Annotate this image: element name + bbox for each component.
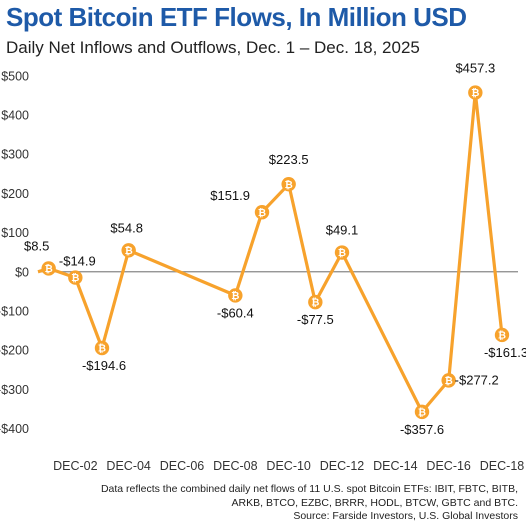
data-label: -$161.3: [484, 345, 526, 360]
bitcoin-icon: [308, 294, 323, 310]
x-tick-label: DEC-04: [106, 459, 151, 473]
source-note: Source: Farside Investors, U.S. Global I…: [293, 510, 518, 522]
bitcoin-symbol: ₿: [471, 87, 479, 99]
y-tick-label: -$400: [0, 422, 29, 436]
bitcoin-symbol: ₿: [231, 290, 239, 302]
data-point: ₿: [228, 288, 243, 303]
data-label: -$14.9: [59, 254, 96, 269]
bitcoin-icon: [494, 327, 510, 343]
y-tick-label: $200: [1, 187, 29, 201]
data-label: $223.5: [269, 152, 309, 167]
data-point: ₿: [334, 245, 350, 260]
y-tick-label: $300: [1, 148, 29, 162]
footnote: Data reflects the combined daily net flo…: [100, 483, 518, 509]
bitcoin-symbol: ₿: [338, 247, 346, 259]
data-label: -$77.5: [297, 312, 334, 327]
data-point: ₿: [121, 243, 136, 258]
data-label: $151.9: [210, 188, 250, 203]
chart-title: Spot Bitcoin ETF Flows, In Million USD: [6, 2, 467, 32]
x-tick-label: DEC-10: [266, 459, 311, 473]
bitcoin-icon: [254, 205, 270, 220]
x-tick-label: DEC-02: [53, 459, 98, 473]
bitcoin-icon: [121, 243, 136, 258]
bitcoin-symbol: ₿: [498, 330, 506, 342]
bitcoin-symbol: ₿: [418, 406, 426, 418]
y-tick-label: $100: [1, 226, 29, 240]
data-label: -$60.4: [217, 305, 254, 320]
x-tick-label: DEC-08: [213, 459, 258, 473]
data-label: $457.3: [455, 61, 495, 76]
data-point: ₿: [414, 404, 430, 420]
x-tick-label: DEC-18: [480, 459, 525, 473]
bitcoin-icon: [414, 404, 430, 420]
bitcoin-symbol: ₿: [125, 245, 133, 257]
bitcoin-symbol: ₿: [445, 375, 453, 387]
data-point: ₿: [68, 270, 83, 285]
data-point: ₿: [41, 261, 56, 276]
y-tick-label: $500: [1, 69, 29, 83]
bitcoin-icon: [441, 373, 456, 388]
x-tick-label: DEC-14: [373, 459, 418, 473]
y-tick-label: $0: [15, 265, 29, 279]
bitcoin-icon: [468, 85, 483, 100]
bitcoin-icon: [41, 261, 56, 276]
bitcoin-symbol: ₿: [98, 343, 106, 355]
bitcoin-symbol: ₿: [311, 297, 319, 309]
bitcoin-icon: [68, 270, 83, 285]
bitcoin-symbol: ₿: [258, 207, 266, 219]
bitcoin-icon: [94, 340, 110, 356]
bitcoin-icon: [334, 245, 350, 260]
x-tick-label: DEC-12: [320, 459, 365, 473]
bitcoin-icon: [281, 176, 296, 192]
data-point: ₿: [468, 85, 483, 100]
data-label: -$277.2: [455, 372, 499, 387]
data-point: ₿: [308, 294, 323, 310]
bitcoin-symbol: ₿: [45, 263, 53, 275]
y-tick-label: $400: [1, 109, 29, 123]
x-tick-label: DEC-16: [426, 459, 471, 473]
data-label: -$194.6: [82, 358, 126, 373]
y-tick-label: -$300: [0, 383, 29, 397]
chart-subtitle: Daily Net Inflows and Outflows, Dec. 1 –…: [6, 38, 420, 57]
bitcoin-symbol: ₿: [71, 272, 79, 284]
data-point: ₿: [441, 373, 456, 388]
x-tick-label: DEC-06: [160, 459, 205, 473]
y-tick-label: -$200: [0, 344, 29, 358]
data-label: -$357.6: [400, 422, 444, 437]
data-point: ₿: [94, 340, 110, 356]
data-point: ₿: [254, 205, 270, 220]
data-label: $8.5: [24, 238, 49, 253]
data-label: $49.1: [326, 223, 359, 238]
data-point: ₿: [494, 327, 510, 343]
data-label: $54.8: [110, 220, 143, 235]
y-tick-label: -$100: [0, 304, 29, 318]
bitcoin-symbol: ₿: [285, 179, 293, 191]
bitcoin-icon: [228, 288, 243, 303]
data-point: ₿: [281, 176, 296, 192]
